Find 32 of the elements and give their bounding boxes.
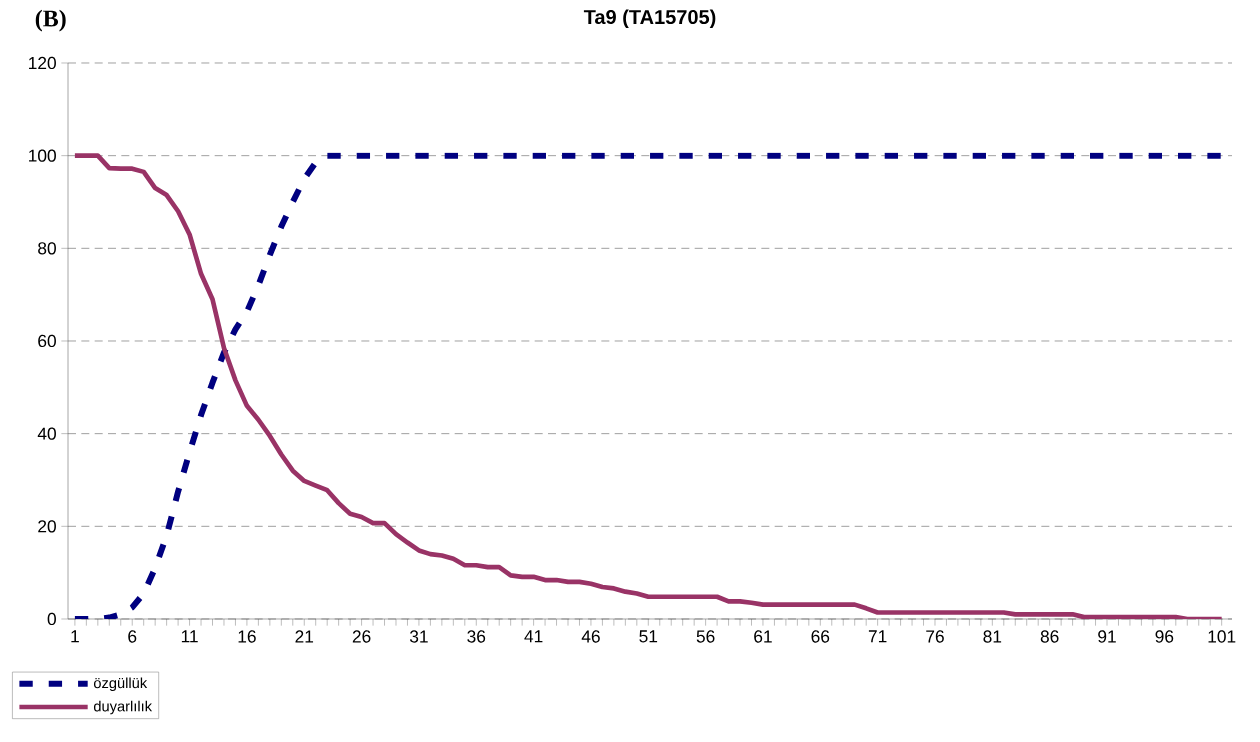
legend-label: özgüllük bbox=[93, 677, 148, 692]
x-tick-label: 66 bbox=[811, 630, 830, 643]
text: (B) bbox=[35, 9, 66, 32]
x-tick-label: 16 bbox=[238, 630, 256, 643]
x-tick-label: 81 bbox=[983, 630, 1002, 643]
x-tick-label: 76 bbox=[926, 630, 944, 643]
x-tick-label: 101 bbox=[1208, 630, 1236, 643]
x-tick-label: 61 bbox=[754, 630, 772, 643]
x-tick-label: 6 bbox=[128, 630, 137, 643]
y-tick-label: 20 bbox=[38, 520, 56, 533]
y-tick-label: 120 bbox=[29, 56, 56, 70]
x-tick-label: 36 bbox=[467, 630, 486, 643]
x-tick-label: 1 bbox=[71, 630, 79, 643]
chart-title: Ta9 (TA15705) bbox=[583, 9, 716, 29]
x-tick-label: 56 bbox=[696, 630, 715, 643]
x-tick-label: 96 bbox=[1155, 630, 1174, 643]
y-tick-label: 100 bbox=[29, 149, 56, 162]
x-tick-label: 26 bbox=[352, 630, 371, 643]
y-tick-label: 80 bbox=[38, 242, 56, 255]
x-tick-label: 91 bbox=[1098, 630, 1116, 643]
y-tick-label: 40 bbox=[37, 427, 56, 440]
x-tick-label: 21 bbox=[295, 630, 314, 643]
y-tick-label: 60 bbox=[38, 334, 56, 348]
x-tick-label: 86 bbox=[1040, 630, 1059, 643]
y-tick-label: 0 bbox=[47, 612, 56, 626]
x-tick-label: 51 bbox=[639, 630, 658, 643]
x-tick-label: 31 bbox=[409, 630, 428, 643]
x-tick-label: 41 bbox=[524, 630, 543, 643]
x-tick-label: 71 bbox=[868, 630, 887, 643]
x-tick-label: 11 bbox=[181, 630, 198, 643]
legend-label: duyarlılık bbox=[93, 700, 153, 715]
x-tick-label: 46 bbox=[581, 630, 600, 643]
